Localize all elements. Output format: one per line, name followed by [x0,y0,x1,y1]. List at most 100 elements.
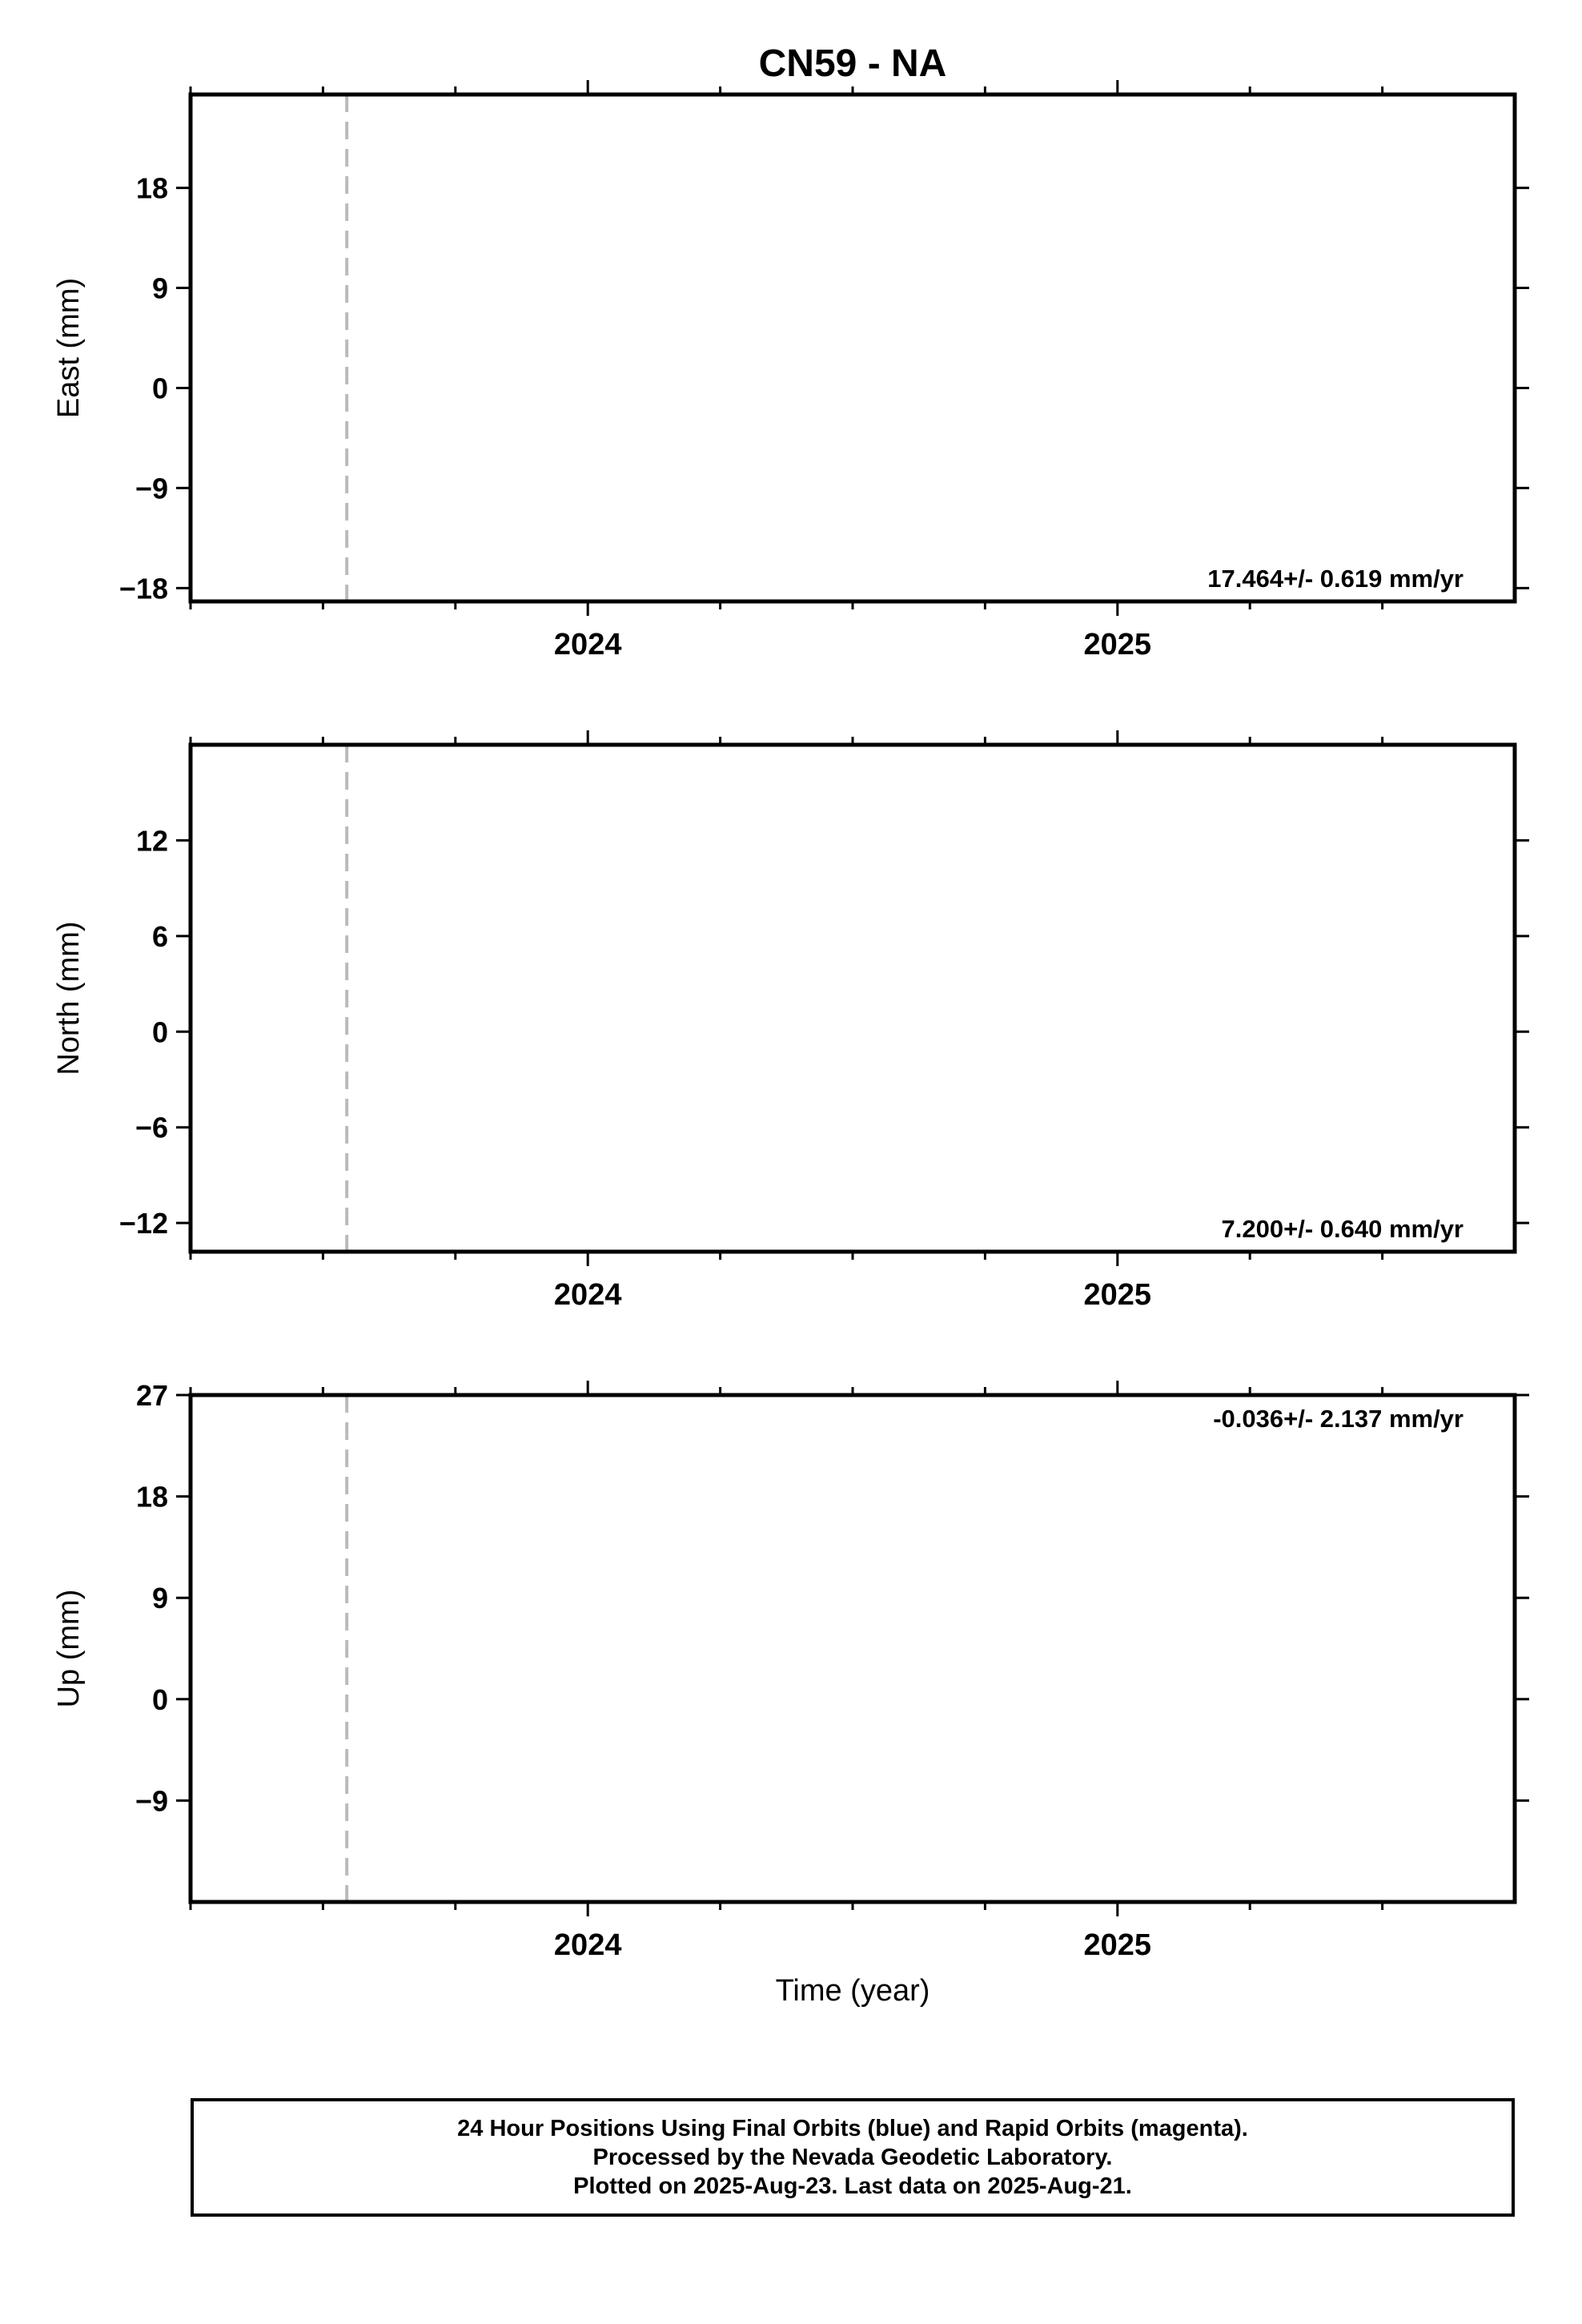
final-orbit-point [955,0,965,5]
final-orbit-point [789,0,799,5]
final-orbit-point [1022,0,1032,5]
final-orbit-point [1418,0,1427,5]
final-orbit-point [331,0,340,5]
final-orbit-point [1087,0,1097,5]
final-orbit-point [990,0,999,5]
final-orbit-point [592,0,601,5]
final-orbit-point [429,0,439,5]
final-orbit-point [659,0,669,5]
final-orbit-point [1245,0,1255,5]
final-orbit-point [976,0,986,5]
final-orbit-point [328,0,338,5]
final-orbit-point [273,0,283,5]
final-orbit-point [868,0,877,5]
y-tick-label: 0 [152,372,168,404]
final-orbit-point [1296,0,1306,5]
final-orbit-point [1391,0,1401,5]
final-orbit-point [383,0,392,5]
final-orbit-point [1311,0,1321,5]
final-orbit-point [1426,0,1435,5]
final-orbit-point [779,0,789,5]
final-orbit-point [1243,0,1253,5]
final-orbit-point [657,0,667,5]
final-orbit-point [1335,0,1345,5]
final-orbit-point [932,0,942,5]
final-orbit-point [871,0,881,5]
final-orbit-point [1395,0,1405,5]
final-orbit-point [513,0,523,5]
final-orbit-point [383,0,392,5]
final-orbit-point [1298,0,1307,5]
final-orbit-point [1019,0,1029,5]
final-orbit-point [410,0,420,5]
final-orbit-point [521,0,531,5]
final-orbit-point [988,0,998,5]
final-orbit-point [1062,0,1072,5]
final-orbit-point [1231,0,1241,5]
final-orbit-point [1416,0,1426,5]
y-tick-label: −9 [135,472,168,505]
final-orbit-point [497,0,507,5]
final-orbit-point [757,0,766,5]
final-orbit-point [970,0,980,5]
final-orbit-point [680,0,689,5]
final-orbit-point [1230,0,1239,5]
final-orbit-point [746,0,756,5]
final-orbit-point [1435,0,1445,5]
final-orbit-point [950,0,959,5]
final-orbit-point [238,0,247,5]
final-orbit-point [1287,0,1297,5]
final-orbit-point [304,0,314,5]
final-orbit-point [1074,0,1083,5]
final-orbit-point [743,0,753,5]
final-orbit-point [1071,0,1081,5]
final-orbit-point [334,0,343,5]
final-orbit-point [1033,0,1042,5]
final-orbit-point [1388,0,1398,5]
final-orbit-point [993,0,1002,5]
final-orbit-point [934,0,944,5]
final-orbit-point [616,0,625,5]
final-orbit-point [1142,0,1152,5]
final-orbit-point [444,0,453,5]
final-orbit-point [1151,0,1161,5]
final-orbit-point [1363,0,1373,5]
final-orbit-point [1134,0,1144,5]
final-orbit-point [509,0,519,5]
final-orbit-point [1129,0,1138,5]
final-orbit-point [694,0,704,5]
final-orbit-point [1050,0,1060,5]
final-orbit-point [588,0,597,5]
final-orbit-point [1209,0,1219,5]
rapid-orbit-point [1476,0,1486,5]
final-orbit-point [942,0,952,5]
final-orbit-point [445,0,455,5]
final-orbit-point [436,0,446,5]
final-orbit-point [527,0,536,5]
final-orbit-point [715,0,725,5]
final-orbit-point [1348,0,1358,5]
final-orbit-point [663,0,673,5]
final-orbit-point [1054,0,1064,5]
final-orbit-point [842,0,852,5]
final-orbit-point [631,0,640,5]
final-orbit-point [703,0,713,5]
final-orbit-point [863,0,873,5]
final-orbit-point [966,0,975,5]
final-orbit-point [696,0,705,5]
final-orbit-point [1071,0,1081,5]
final-orbit-point [718,0,728,5]
final-orbit-point [962,0,971,5]
final-orbit-point [562,0,572,5]
final-orbit-point [779,0,789,5]
rapid-orbit-point [1478,0,1488,5]
final-orbit-point [1114,0,1124,5]
final-orbit-point [504,0,514,5]
final-orbit-point [1291,0,1300,5]
final-orbit-point [1320,0,1330,5]
final-orbit-point [850,0,860,5]
final-orbit-point [1164,0,1174,5]
final-orbit-point [451,0,460,5]
final-orbit-point [440,0,449,5]
final-orbit-point [536,0,545,5]
